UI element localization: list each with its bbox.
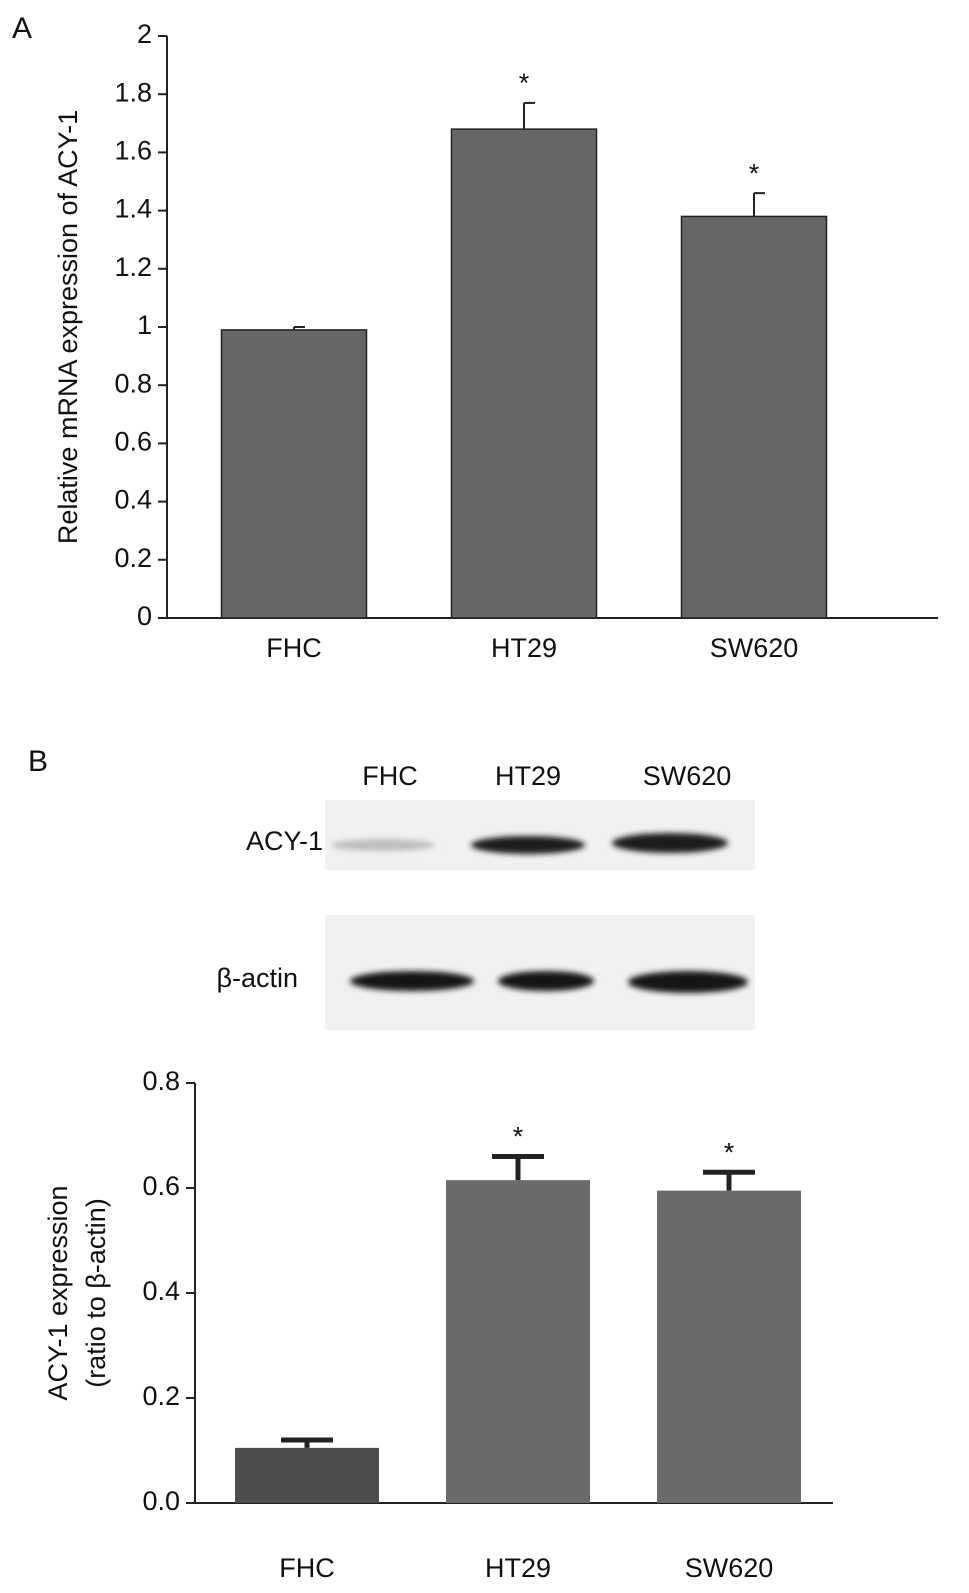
y-tick-label: 0.2 <box>114 543 152 573</box>
annotation: * <box>724 1137 735 1167</box>
y-axis-title: ACY-1 expression <box>43 1185 73 1400</box>
x-tick-label: FHC <box>266 633 322 663</box>
blot-bands <box>331 833 748 993</box>
bar <box>657 1190 801 1503</box>
y-tick-label: 0.4 <box>142 1276 180 1306</box>
panel-label: A <box>12 12 32 45</box>
y-tick-label: 0.8 <box>142 1066 180 1096</box>
y-tick-label: 1 <box>137 310 152 340</box>
y-tick-label: 2 <box>137 19 152 49</box>
band <box>331 839 435 851</box>
lane-label: FHC <box>362 761 418 791</box>
y-tick-label: 0 <box>137 601 152 631</box>
row-label: ACY-1 <box>246 826 323 856</box>
y-tick-label: 0.6 <box>114 427 152 457</box>
x-tick-label: SW620 <box>685 1553 774 1583</box>
band <box>612 833 728 853</box>
y-axis-title: Relative mRNA expression of ACY-1 <box>53 110 83 544</box>
x-tick-label: HT29 <box>491 633 557 663</box>
x-tick-label: FHC <box>279 1553 335 1583</box>
bar <box>235 1447 379 1503</box>
bar <box>450 128 598 619</box>
y-tick-label: 1.8 <box>114 77 152 107</box>
lane-label: SW620 <box>643 761 732 791</box>
band <box>350 971 474 991</box>
y-tick-label: 1.4 <box>114 194 152 224</box>
x-tick-label: SW620 <box>710 633 799 663</box>
y-tick-label: 0.6 <box>142 1171 180 1201</box>
y-tick-label: 1.6 <box>114 136 152 166</box>
x-tick-label: HT29 <box>485 1553 551 1583</box>
bar <box>446 1180 590 1503</box>
bar <box>220 329 368 619</box>
y-axis-title: (ratio to β-actin) <box>81 1198 111 1388</box>
annotation: * <box>519 68 530 98</box>
lane-label: HT29 <box>495 761 561 791</box>
y-tick-label: 0.2 <box>142 1381 180 1411</box>
bar <box>680 215 828 619</box>
annotation: * <box>749 158 760 188</box>
band <box>471 836 585 854</box>
band <box>498 971 594 991</box>
row-label: β-actin <box>216 963 298 993</box>
y-tick-label: 0.4 <box>114 485 152 515</box>
y-tick-label: 1.2 <box>114 252 152 282</box>
band <box>628 971 748 993</box>
y-tick-label: 0.8 <box>114 368 152 398</box>
annotation: * <box>513 1122 524 1152</box>
y-tick-label: 0.0 <box>142 1486 180 1516</box>
panel-label: B <box>28 745 48 778</box>
